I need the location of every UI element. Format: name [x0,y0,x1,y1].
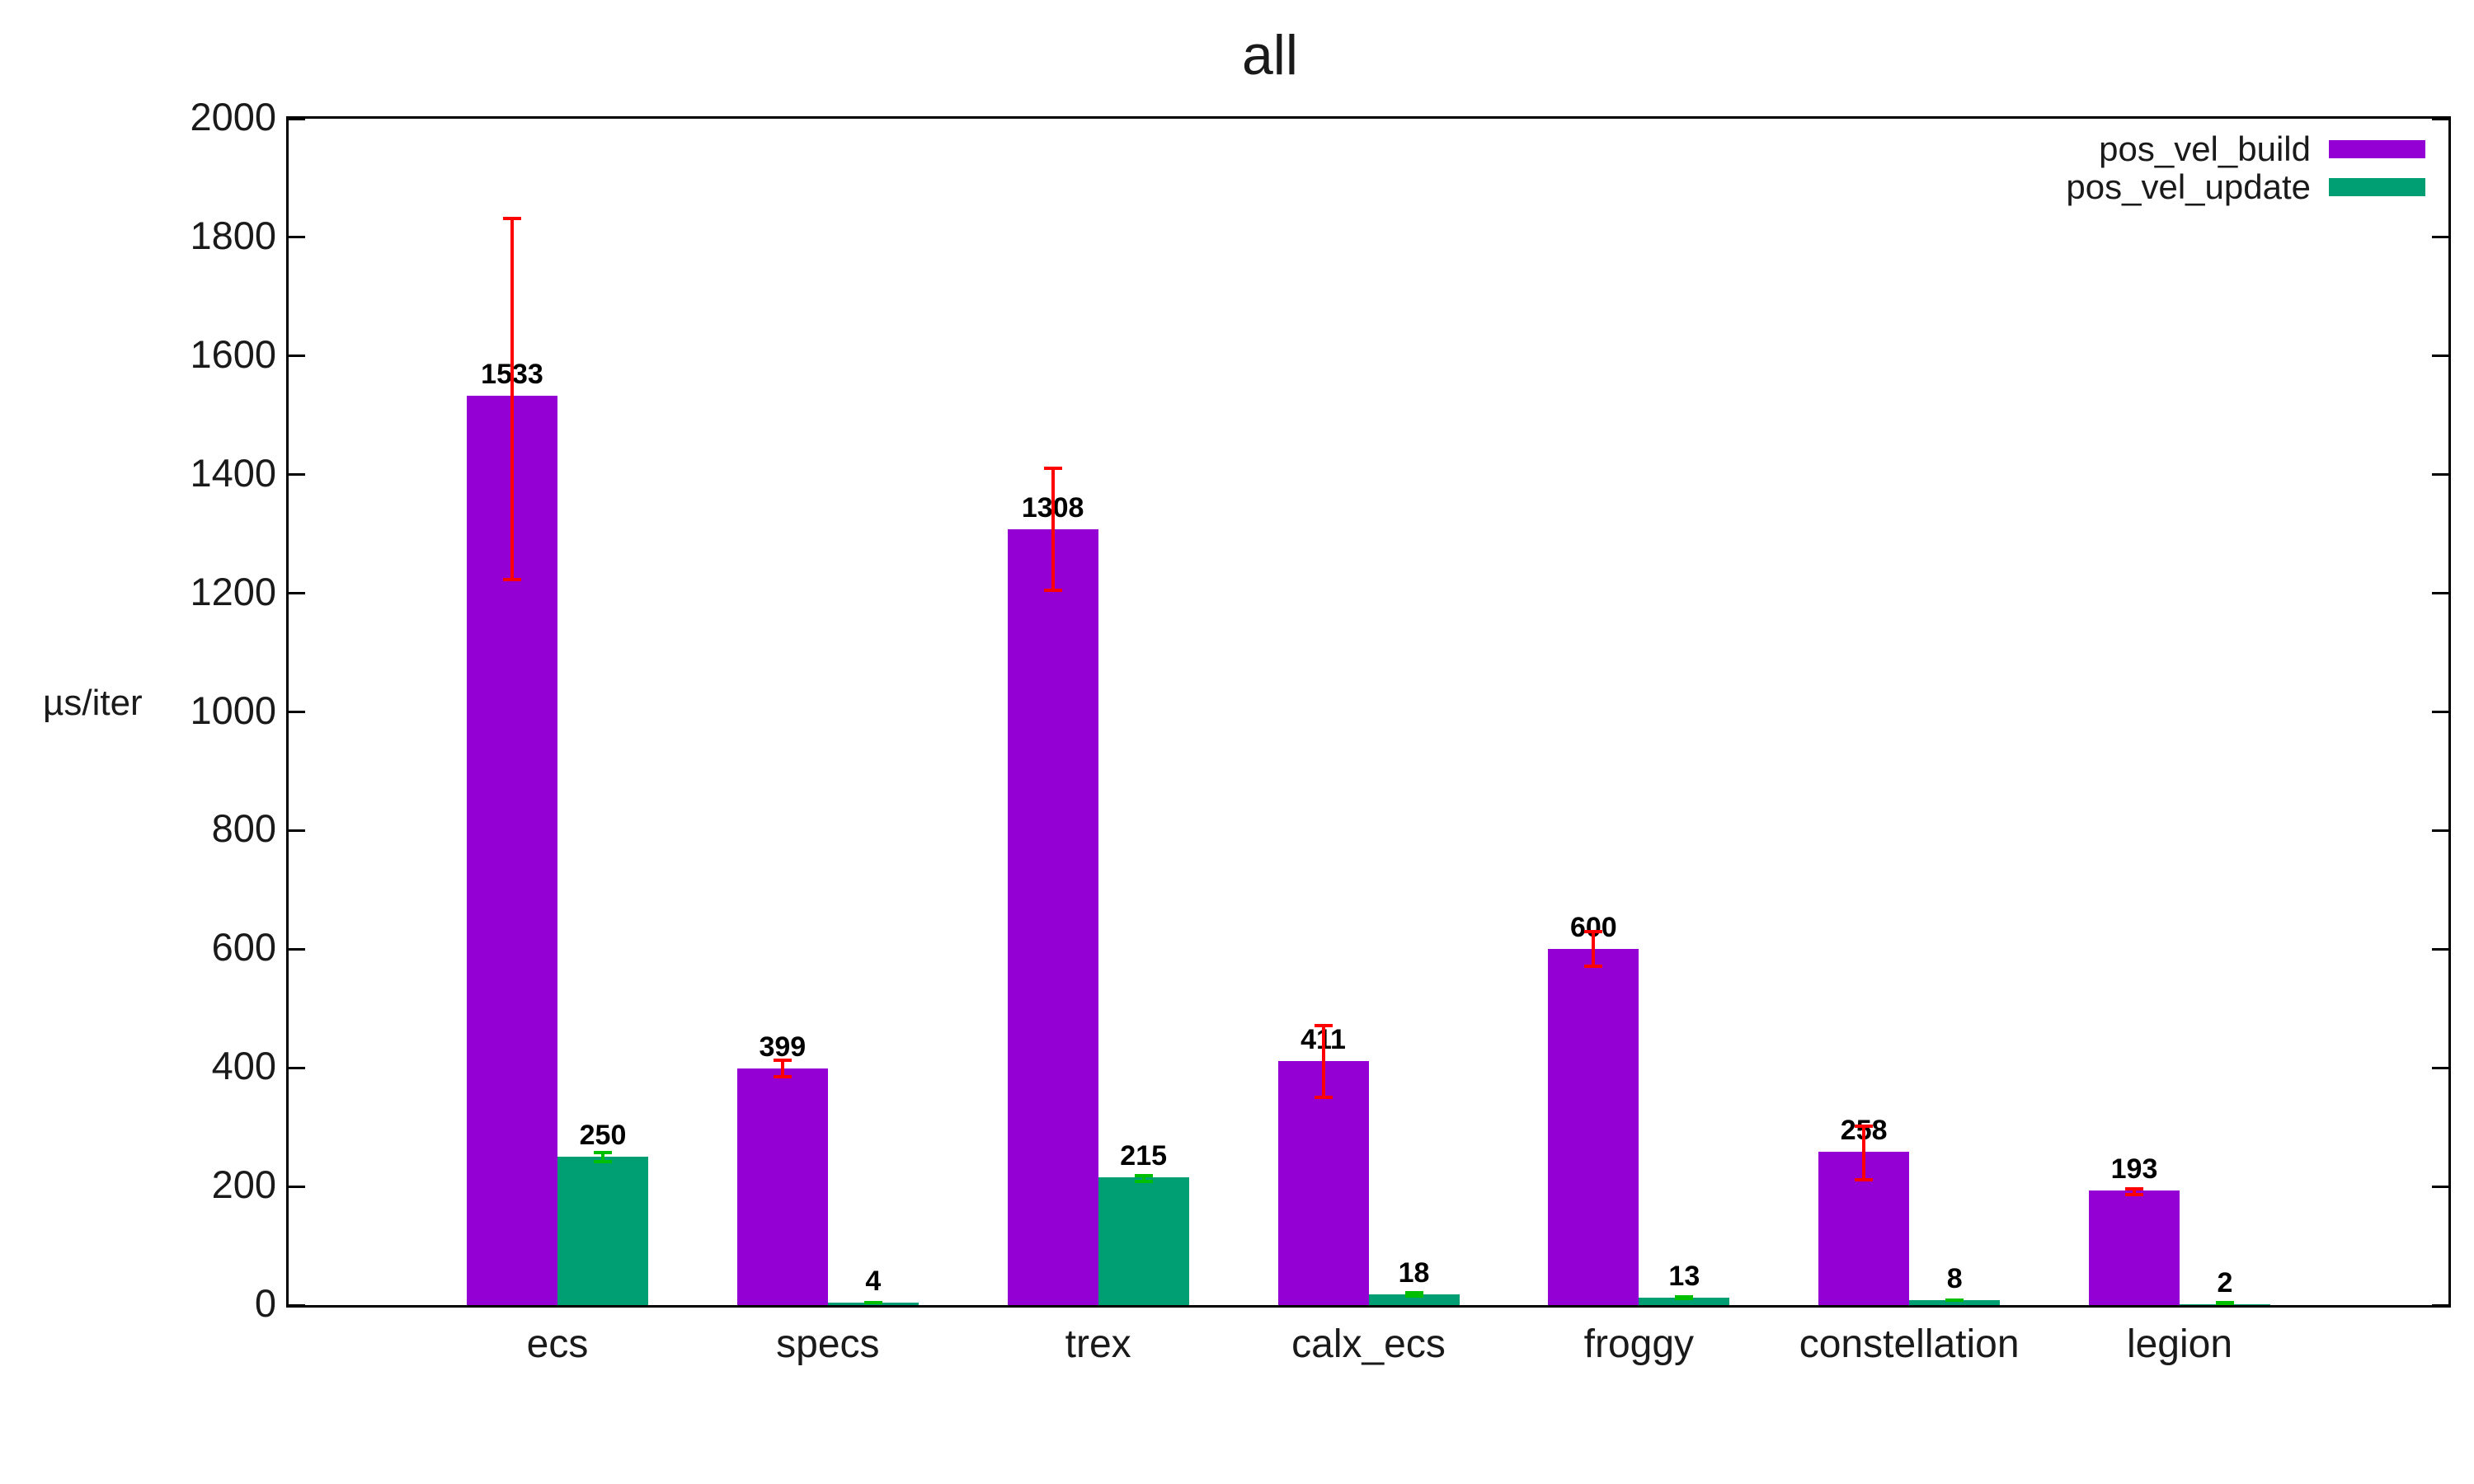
error-stem [1682,1294,1686,1300]
x-category-label: froggy [1583,1322,1695,1366]
y-tick-label: 1800 [190,213,276,257]
bar-pos_vel_update [557,1157,648,1305]
y-tick [289,1185,305,1188]
y-tick [289,947,305,951]
error-bar-pos_vel_build [1584,930,1603,969]
legend-label-pos_vel_update: pos_vel_update [2066,167,2311,206]
y-tick [2432,711,2448,713]
y-tick [289,355,305,358]
y-axis-title: µs/iter [43,683,143,723]
y-tick [289,473,305,477]
y-tick [289,1066,305,1069]
legend-item: pos_vel_update [2066,167,2425,206]
bar-pos_vel_build [1277,1061,1369,1305]
error-stem [510,216,514,582]
y-tick [289,829,305,832]
error-stem [1321,1023,1325,1100]
error-bar-pos_vel_update [594,1150,612,1164]
y-tick [2432,117,2448,120]
y-tick-label: 1400 [190,450,276,495]
y-tick [2432,355,2448,358]
bar-pos_vel_update [1368,1294,1460,1305]
error-bar-pos_vel_build [503,216,521,582]
error-stem [1953,1298,1957,1303]
value-label: 8 [1946,1263,1963,1295]
legend-swatch-pos_vel_build [2329,140,2425,158]
error-bar-pos_vel_update [2216,1301,2234,1306]
legend-label-pos_vel_build: pos_vel_build [2099,129,2311,168]
y-tick [2432,947,2448,951]
y-tick-label: 2000 [190,95,276,139]
legend-item: pos_vel_build [2066,129,2425,168]
error-bar-pos_vel_build [1855,1124,1874,1181]
error-bar-pos_vel_update [1945,1298,1964,1303]
y-tick-label: 0 [254,1281,276,1325]
error-stem [871,1300,875,1305]
bar-pos_vel_build [1007,528,1098,1305]
y-tick [2432,1303,2448,1307]
y-tick [289,592,305,595]
error-stem [2133,1186,2136,1196]
y-tick [289,1303,305,1307]
error-bar-pos_vel_build [2125,1186,2143,1196]
error-bar-pos_vel_update [1675,1294,1694,1300]
error-stem [1592,930,1596,969]
value-label: 250 [579,1120,627,1152]
value-label: 399 [759,1031,807,1063]
error-bar-pos_vel_build [1314,1023,1333,1100]
error-bar-pos_vel_update [863,1300,882,1305]
y-tick [2432,829,2448,832]
x-category-label: calx_ecs [1291,1322,1446,1366]
error-bar-pos_vel_build [773,1058,792,1079]
legend: pos_vel_build pos_vel_update [2066,129,2425,206]
value-label: 4 [865,1266,882,1298]
bar-pos_vel_update [1639,1297,1730,1305]
x-category-label: legion [2126,1322,2233,1366]
y-tick [289,711,305,713]
y-tick [2432,473,2448,477]
error-stem [1412,1290,1416,1298]
y-tick-label: 200 [211,1162,276,1207]
x-category-label: trex [1065,1322,1131,1366]
error-stem [1051,466,1055,593]
y-tick [289,117,305,120]
y-tick [289,236,305,239]
bar-pos_vel_build [2089,1190,2180,1305]
x-category-label: constellation [1799,1322,2020,1366]
bar-pos_vel_update [1909,1300,2001,1305]
y-tick-label: 400 [211,1044,276,1088]
bar-pos_vel_build [1548,949,1639,1305]
y-tick-label: 600 [211,925,276,970]
error-stem [780,1058,784,1079]
value-label: 2 [2217,1266,2233,1298]
y-tick [2432,236,2448,239]
bar-pos_vel_build [736,1068,828,1305]
error-bar-pos_vel_update [1134,1173,1153,1183]
value-label: 215 [1120,1140,1168,1172]
y-tick-label: 1000 [190,688,276,732]
x-category-label: specs [776,1322,880,1366]
y-tick-label: 1600 [190,331,276,376]
chart-title: all [1241,24,1299,87]
value-label: 193 [2110,1153,2158,1186]
error-bar-pos_vel_build [1043,466,1062,593]
y-tick-label: 800 [211,806,276,851]
error-bar-pos_vel_update [1404,1290,1423,1298]
value-label: 13 [1668,1260,1700,1292]
value-label: 18 [1398,1257,1430,1289]
y-tick-label: 1200 [190,569,276,613]
y-tick [2432,1066,2448,1069]
y-tick [2432,592,2448,595]
legend-swatch-pos_vel_update [2329,178,2425,196]
x-category-label: ecs [526,1322,589,1366]
error-stem [1862,1124,1866,1181]
error-stem [601,1150,604,1164]
bar-pos_vel_update [1098,1177,1189,1305]
error-stem [2223,1302,2227,1305]
y-tick [2432,1185,2448,1188]
error-stem [1141,1173,1145,1183]
